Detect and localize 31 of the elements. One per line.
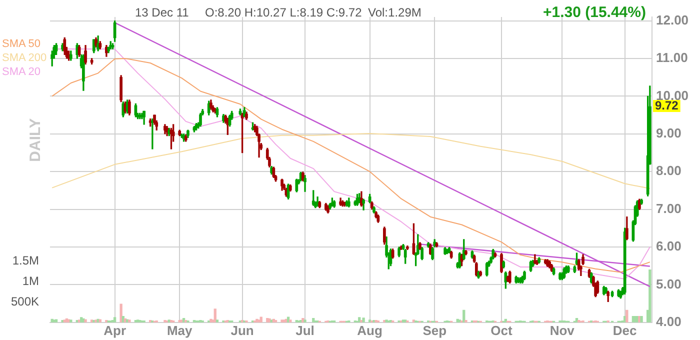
- y2-tick-label: 500K: [10, 294, 39, 308]
- y-tick-label: 9.00: [656, 125, 682, 140]
- bar: [626, 310, 628, 322]
- x-tick-label: May: [166, 322, 194, 338]
- y-tick-label: 4.00: [656, 314, 682, 329]
- bar: [362, 318, 365, 322]
- y-tick-label: 7.00: [656, 200, 682, 216]
- annotation: +1.30 (15.44%): [543, 4, 646, 22]
- y-tick-label: 8.00: [656, 163, 682, 178]
- x-tick-label: Oct: [490, 322, 514, 338]
- x-tick-label: Aug: [357, 322, 382, 338]
- x-tick-label: Nov: [550, 322, 576, 338]
- y-tick-label: 12.00: [656, 12, 689, 28]
- text: SMA 200: [2, 52, 47, 64]
- y-tick-label: 6.00: [656, 238, 682, 254]
- x-tick-label: Apr: [104, 322, 126, 338]
- annotation: Vol:1.29M: [368, 5, 422, 20]
- series-label: SMA 20: [2, 66, 41, 78]
- x-tick-label: Dec: [612, 322, 637, 338]
- x-tick-label: Jul: [296, 322, 314, 338]
- annotation: 13 Dec 11: [135, 5, 190, 20]
- x-tick-label: Jun: [230, 322, 254, 338]
- y-tick-label: 11.00: [656, 50, 688, 66]
- text: SMA 50: [2, 38, 41, 50]
- y-tick-label: 5.00: [656, 276, 682, 292]
- y2-tick-label: 1.5M: [12, 254, 39, 268]
- bar: [120, 304, 122, 322]
- x-tick-label: Sep: [422, 322, 447, 338]
- y2-tick-label: 1M: [22, 274, 39, 288]
- annotation: O:8.20 H:10.27 L:8.19 C:9.72: [205, 5, 362, 20]
- bar: [648, 270, 652, 322]
